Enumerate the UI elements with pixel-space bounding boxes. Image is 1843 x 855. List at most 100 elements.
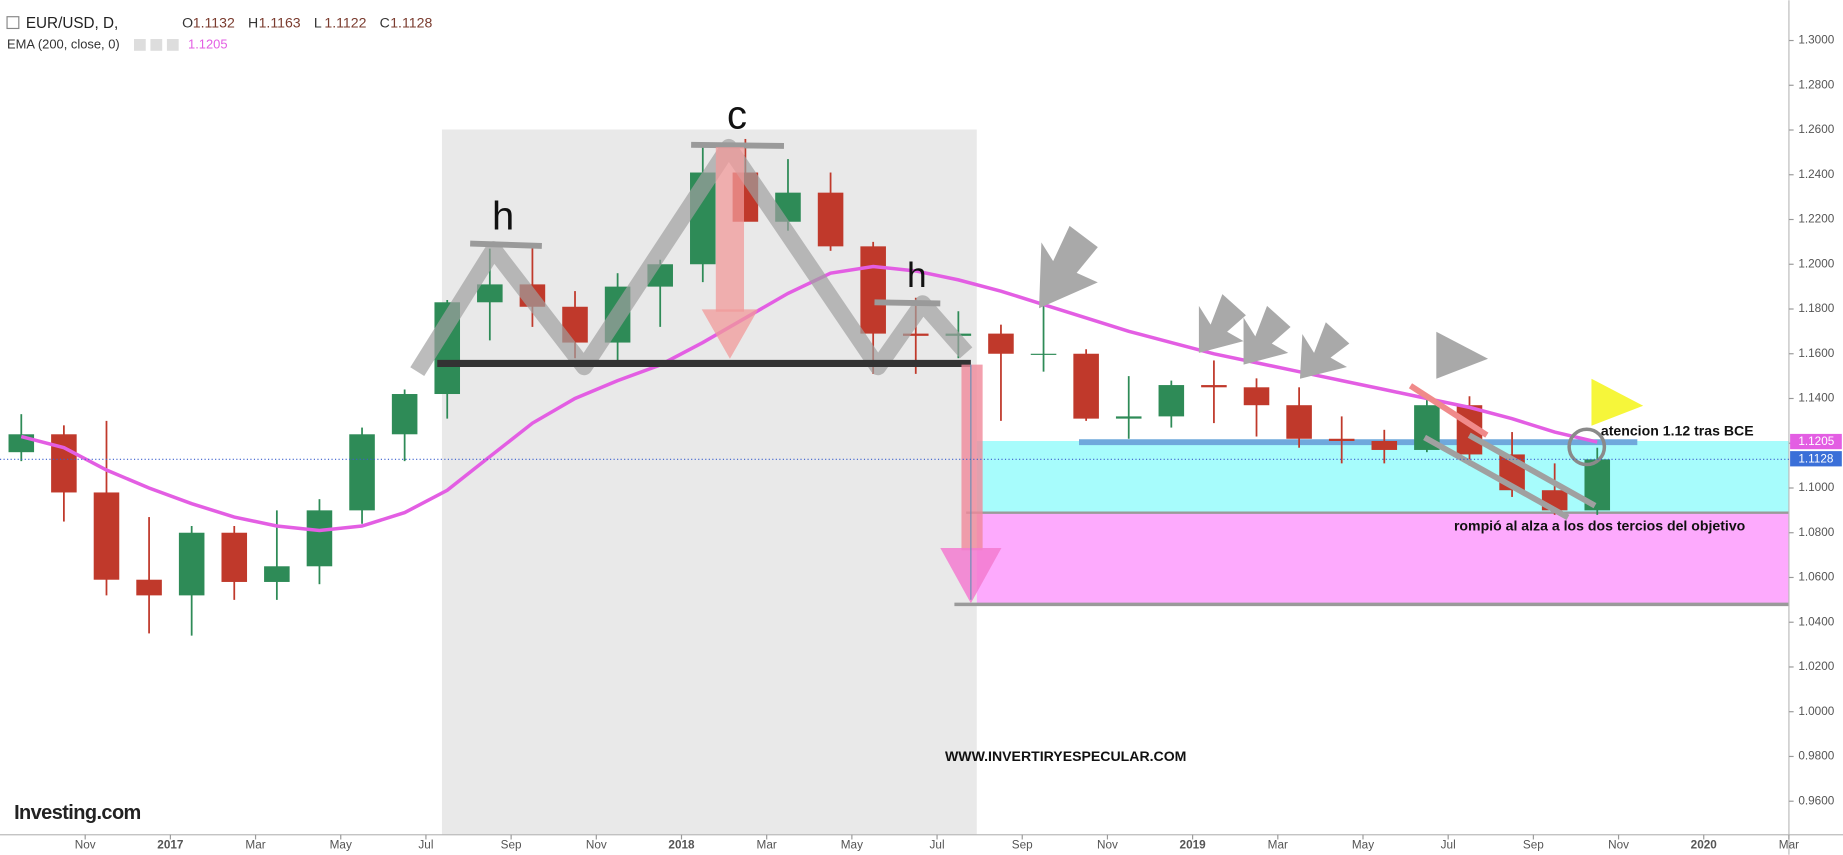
- y-tick-label: 1.1600: [1798, 347, 1834, 360]
- candle-body: [391, 394, 418, 435]
- y-tick-label: 1.1800: [1798, 302, 1834, 315]
- candle-body: [1115, 416, 1142, 419]
- candle-body: [51, 434, 77, 493]
- candle-body: [1030, 353, 1057, 355]
- x-tick-label: Sep: [1012, 838, 1033, 851]
- y-tick-label: 1.2200: [1798, 213, 1834, 226]
- candle-body: [93, 492, 120, 580]
- drawings: h c h atencion 1.12 tras BCE rompió al a…: [410, 93, 1754, 764]
- channel-line: [1423, 434, 1570, 520]
- annotation: c: [727, 93, 747, 137]
- ohlc-value: 1.1122: [324, 14, 366, 30]
- zone-cyan: [976, 441, 1789, 513]
- watermark: WWW.INVERTIRYESPECULAR.COM: [945, 748, 1186, 764]
- ohlc-label: L: [314, 14, 322, 30]
- annotation: h: [492, 194, 514, 238]
- channel-line: [1467, 432, 1597, 509]
- head-top: [691, 141, 785, 149]
- ohlc-value: 1.1128: [390, 14, 432, 30]
- x-tick-label: 2019: [1180, 838, 1207, 851]
- highlight-circle: [1567, 427, 1607, 467]
- x-tick-label: May: [1352, 838, 1374, 851]
- ohlc-label: O: [182, 14, 193, 30]
- x-tick-label: May: [330, 838, 352, 851]
- candle-body: [988, 333, 1014, 354]
- measure-arrow-head: [701, 309, 759, 359]
- arrow: [1436, 331, 1489, 379]
- candle-body: [1158, 385, 1185, 417]
- x-tick-label: Mar: [757, 838, 777, 851]
- arrows: [1039, 225, 1489, 379]
- y-tick-label: 1.3000: [1798, 34, 1834, 47]
- y-tick-label: 1.2000: [1798, 257, 1834, 270]
- candle-body: [477, 284, 503, 303]
- y-tick-label: 1.0000: [1798, 705, 1834, 718]
- y-tick-label: 1.0600: [1798, 571, 1834, 584]
- candle-body: [221, 532, 248, 582]
- ohlc-label: H: [248, 14, 258, 30]
- symbol: EUR/USD, D,: [26, 15, 118, 32]
- ohlc: O 1.1132 H 1.1163 L 1.1122 C 1.1128: [182, 14, 432, 30]
- icon[interactable]: [133, 39, 146, 51]
- x-tick-label: Mar: [245, 838, 265, 851]
- x-tick-label: Nov: [1097, 838, 1118, 851]
- candle-body: [902, 333, 929, 336]
- arrow: [1039, 225, 1098, 309]
- price-tag: [1790, 451, 1842, 467]
- x-tick-label: Nov: [586, 838, 607, 851]
- candle-body: [349, 434, 375, 511]
- x-tick-label: Jul: [930, 838, 945, 851]
- icon[interactable]: [166, 39, 179, 51]
- annotation: rompió al alza a los dos tercios del obj…: [1454, 518, 1746, 534]
- logo: Investing.com: [14, 802, 141, 824]
- x-tick-label: Nov: [75, 838, 96, 851]
- arrow-yellow: [1591, 378, 1644, 426]
- y-tick-label: 1.0200: [1798, 660, 1834, 673]
- price-tag-label: 1.1128: [1798, 452, 1834, 465]
- ema-line: [20, 264, 1598, 533]
- y-tick-label: 1.1000: [1798, 481, 1834, 494]
- y-tick-label: 1.2400: [1798, 168, 1834, 181]
- candle-body: [1201, 385, 1227, 388]
- x-tick-label: 2017: [157, 838, 184, 851]
- indicator-name: EMA (200, close, 0): [7, 36, 120, 51]
- arrow: [1243, 305, 1291, 365]
- x-tick-label: Mar: [1268, 838, 1288, 851]
- icon[interactable]: [150, 39, 163, 51]
- shoulder-top: [470, 240, 542, 249]
- x-tick-label: Sep: [1523, 838, 1544, 851]
- x-tick-label: May: [841, 838, 863, 851]
- measure-arrow: [715, 147, 745, 312]
- x-tick-label: 2020: [1691, 838, 1718, 851]
- candle-body: [860, 246, 886, 334]
- indicator-value: 1.1205: [188, 36, 227, 51]
- arrow: [1299, 322, 1350, 379]
- trend-line: [1408, 383, 1489, 438]
- y-tick-label: 1.2600: [1798, 123, 1834, 136]
- candle-body: [817, 192, 844, 247]
- candle-body: [264, 566, 290, 582]
- candle-body: [306, 510, 333, 567]
- candle-body: [1243, 387, 1270, 406]
- y-tick-label: 0.9800: [1798, 750, 1834, 763]
- x-tick-label: Nov: [1608, 838, 1629, 851]
- annotation: h: [907, 256, 927, 295]
- candle-body: [136, 579, 162, 596]
- collapse-icon[interactable]: [6, 16, 20, 30]
- price-tag: [1790, 433, 1842, 450]
- zone-pink: [976, 512, 1789, 605]
- shoulder-top: [874, 299, 941, 307]
- y-tick-label: 1.2800: [1798, 78, 1834, 91]
- y-tick-label: 0.9600: [1798, 794, 1834, 807]
- x-tick-label: Sep: [501, 838, 522, 851]
- candle-body: [1286, 405, 1312, 439]
- candles: [8, 138, 1611, 636]
- candle-body: [1328, 438, 1355, 442]
- candle-body: [178, 532, 205, 596]
- candle-body: [1073, 353, 1099, 419]
- x-tick-label: Jul: [418, 838, 433, 851]
- x-tick-label: Jul: [1441, 838, 1456, 851]
- y-tick-label: 1.0400: [1798, 615, 1834, 628]
